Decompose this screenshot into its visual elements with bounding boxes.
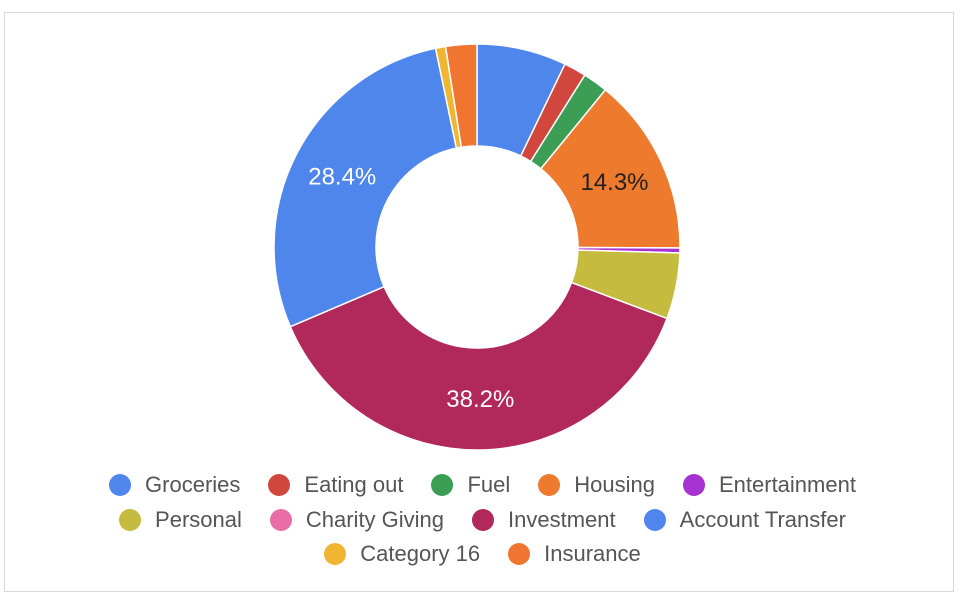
legend-swatch-icon <box>109 474 132 496</box>
legend-row: Groceries Eating out Fuel Housing Entertainm… <box>0 472 965 498</box>
legend-item-entertainment[interactable]: Entertainment <box>682 472 856 498</box>
slice-insurance[interactable] <box>444 43 478 149</box>
slice-label-investment: 38.2% <box>446 386 514 413</box>
slice-label-housing: 14.3% <box>580 169 648 196</box>
legend-item-personal[interactable]: Personal <box>119 507 242 533</box>
slice-housing[interactable] <box>539 88 681 249</box>
legend-label: Eating out <box>304 472 404 497</box>
slice-investment[interactable] <box>289 281 668 451</box>
legend-label: Investment <box>508 507 616 532</box>
legend-label: Charity Giving <box>305 507 445 532</box>
legend-label: Category 16 <box>360 541 481 566</box>
legend-swatch-icon <box>269 509 292 531</box>
slice-label-account-transfer: 28.4% <box>308 164 376 191</box>
legend-swatch-icon <box>324 543 347 565</box>
legend-label: Insurance <box>544 541 641 566</box>
legend-label: Fuel <box>467 472 511 497</box>
donut-slices <box>273 43 681 451</box>
legend-swatch-icon <box>508 543 531 565</box>
legend-item-groceries[interactable]: Groceries <box>109 472 240 498</box>
legend-swatch-icon <box>431 474 454 496</box>
legend-item-fuel[interactable]: Fuel <box>431 472 510 498</box>
legend-item-housing[interactable]: Housing <box>538 472 655 498</box>
legend-item-charity-giving[interactable]: Charity Giving <box>269 507 445 533</box>
legend-label: Entertainment <box>718 472 856 497</box>
legend-item-category-16[interactable]: Category 16 <box>324 541 480 567</box>
legend-label: Account Transfer <box>679 507 846 532</box>
legend-item-eating-out[interactable]: Eating out <box>268 472 403 498</box>
legend-swatch-icon <box>643 509 666 531</box>
slice-account-transfer[interactable] <box>273 47 458 328</box>
legend-swatch-icon <box>268 474 291 496</box>
donut-slice-labels: 14.3% 38.2% 28.4% <box>308 164 648 413</box>
legend-item-investment[interactable]: Investment <box>472 507 616 533</box>
legend-row: Personal Charity Giving Investment Account … <box>0 507 965 533</box>
legend-label: Housing <box>574 472 655 497</box>
legend-label: Groceries <box>145 472 241 497</box>
legend-swatch-icon <box>119 509 142 531</box>
legend-swatch-icon <box>538 474 561 496</box>
legend-swatch-icon <box>682 474 705 496</box>
legend-label: Personal <box>155 507 242 532</box>
legend-swatch-icon <box>472 509 495 531</box>
legend-row: Category 16 Insurance <box>0 541 965 567</box>
legend-item-account-transfer[interactable]: Account Transfer <box>643 507 846 533</box>
legend-item-insurance[interactable]: Insurance <box>508 541 641 567</box>
